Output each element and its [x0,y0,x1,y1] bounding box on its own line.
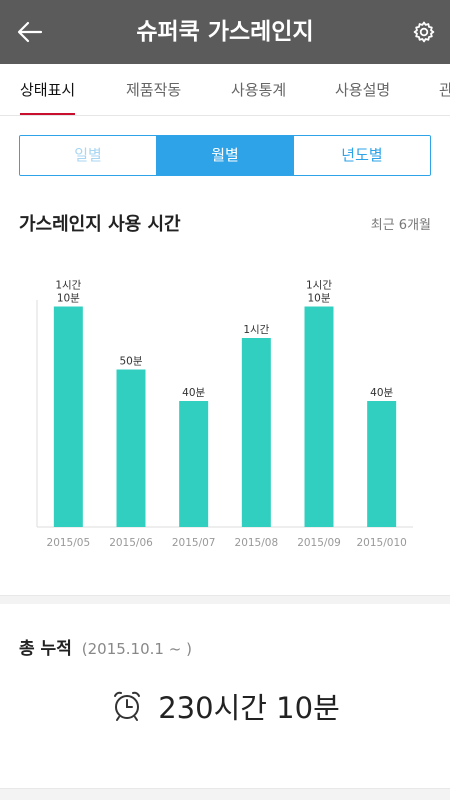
total-value-row: 230시간 10분 [0,684,450,728]
total-title-label: 총 누적 [19,639,72,659]
monthly-button[interactable]: 월별 [157,136,294,175]
arrow-left-icon [17,21,43,43]
chart-data-label: 1시간 [306,280,332,292]
chart-bar[interactable] [179,401,209,527]
bottom-bar [0,788,450,800]
yearly-button[interactable]: 년도별 [294,136,430,175]
chart-bar[interactable] [367,401,397,527]
tab-manual[interactable]: 사용설명 [335,81,391,99]
tab-statistics[interactable]: 사용통계 [231,81,287,99]
tab-status[interactable]: 상태표시 [20,64,76,115]
total-range: (2015.10.1 ~ ) [81,640,192,658]
chart-data-label: 40분 [370,387,393,399]
tab-more[interactable]: 관 [439,64,450,115]
chart-bar[interactable] [53,306,83,528]
total-title: 총 누적 (2015.10.1 ~ ) [19,634,192,659]
chart-data-label: 1시간 [55,280,81,292]
chart-data-label: 1시간 [243,324,269,336]
chart-data-label: 10분 [307,293,330,305]
daily-button[interactable]: 일별 [20,136,157,175]
tab-bar: 상태표시 제품작동 사용통계 사용설명 관 [0,64,450,116]
tab-operation[interactable]: 제품작동 [126,81,182,99]
chart-x-tick-label: 2015/05 [47,537,91,549]
chart-data-label: 50분 [119,356,142,368]
page-title: 슈퍼쿡 가스레인지 [136,19,314,45]
usage-bar-chart: 1시간10분2015/0550분2015/0640분2015/071시간2015… [36,280,413,549]
chart-bar[interactable] [241,338,271,527]
chart-data-label: 40분 [182,387,205,399]
period-toggle: 일별 월별 년도별 [19,135,431,176]
settings-button[interactable] [406,14,442,50]
chart-x-tick-label: 2015/010 [357,537,407,549]
chart-data-label: 10분 [57,293,80,305]
usage-section-subtitle: 최근 6개월 [370,218,431,233]
chart-bar[interactable] [116,369,146,528]
chart-x-tick-label: 2015/09 [297,537,341,549]
back-button[interactable] [12,14,48,50]
chart-bar[interactable] [304,306,334,528]
alarm-clock-icon [114,691,141,721]
chart-x-tick-label: 2015/06 [109,537,153,549]
chart-x-tick-label: 2015/08 [235,537,279,549]
chart-x-tick-label: 2015/07 [172,537,216,549]
section-divider [0,595,450,604]
app-bar: 슈퍼쿡 가스레인지 [0,0,450,64]
total-value: 230시간 10분 [158,691,340,725]
usage-section-title: 가스레인지 사용 시간 [19,214,181,235]
gear-icon [413,21,435,43]
